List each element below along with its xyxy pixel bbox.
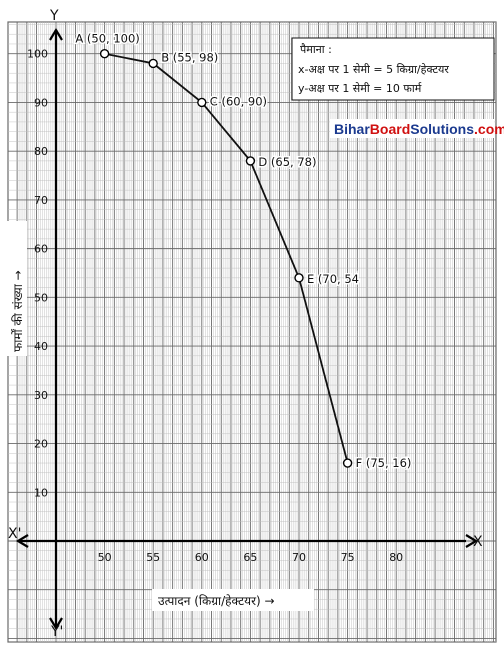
scale-line-y: y-अक्ष पर 1 सेमी = 10 फार्म xyxy=(298,82,422,95)
axes xyxy=(15,27,479,631)
point-label: B (55, 98) xyxy=(161,50,218,64)
x-tick-label: 80 xyxy=(389,551,403,564)
y-tick-label: 100 xyxy=(27,48,48,61)
y-axis-title: फार्मों की संख्या → xyxy=(7,221,27,356)
data-series xyxy=(104,52,349,464)
data-point xyxy=(294,273,304,283)
y-tick-label: 20 xyxy=(34,438,48,451)
tick-labels: 50 55 60 65 70 75 80 10 20 30 40 50 60 70 80 90 100 xyxy=(27,48,403,564)
x-prime-axis-arrow-icon xyxy=(15,534,29,548)
data-point xyxy=(148,58,158,69)
scale-title: पैमाना : xyxy=(300,43,332,56)
y-prime-axis-arrow-icon xyxy=(49,617,63,631)
x-tick-label: 70 xyxy=(292,551,306,564)
y-tick-label: 60 xyxy=(34,243,48,256)
x-tick-label: 50 xyxy=(98,551,112,564)
y-axis-arrow-icon xyxy=(49,27,63,41)
x-tick-label: 75 xyxy=(341,551,355,564)
x-axis-title: उत्पादन (किग्रा/हेक्टयर) → xyxy=(152,589,314,611)
point-label: D (65, 78) xyxy=(258,155,316,169)
y-tick-label: 50 xyxy=(34,291,48,304)
x-prime-axis-letter: X' xyxy=(8,526,21,542)
x-axis-letter: X xyxy=(473,534,483,550)
x-tick-label: 60 xyxy=(195,551,209,564)
y-axis-label: फार्मों की संख्या → xyxy=(11,270,25,352)
x-axis-label: उत्पादन (किग्रा/हेक्टयर) → xyxy=(158,594,275,608)
watermark-solutions: Solutions xyxy=(410,121,474,137)
svg-text:BiharBoardSolutions.com: BiharBoardSolutions.com xyxy=(334,121,504,137)
scale-box: पैमाना : x-अक्ष पर 1 सेमी = 5 किग्रा/हेक… xyxy=(291,37,495,101)
y-tick-label: 40 xyxy=(34,340,48,353)
x-tick-label: 55 xyxy=(146,551,160,564)
x-tick-label: 65 xyxy=(243,551,257,564)
data-point xyxy=(197,97,207,108)
y-tick-label: 80 xyxy=(34,145,48,158)
y-tick-label: 70 xyxy=(34,194,48,207)
watermark-com: .com xyxy=(474,121,504,137)
scale-line-x: x-अक्ष पर 1 सेमी = 5 किग्रा/हेक्टयर xyxy=(298,63,449,76)
data-point xyxy=(99,49,110,59)
data-point xyxy=(245,156,256,166)
data-point xyxy=(342,458,353,468)
y-tick-label: 30 xyxy=(34,389,48,402)
y-tick-label: 90 xyxy=(34,96,48,109)
watermark: BiharBoardSolutions.com xyxy=(330,119,504,138)
watermark-bihar: Bihar xyxy=(334,121,370,137)
series-line xyxy=(104,52,349,464)
y-prime-axis-letter: Y' xyxy=(50,624,63,640)
point-label: A (50, 100) xyxy=(75,32,139,46)
y-axis-letter: Y xyxy=(49,8,59,24)
y-tick-label: 10 xyxy=(34,486,48,499)
data-points: A (50, 100) B (55, 98) C (60, 90) D (65, 78… xyxy=(74,30,413,471)
point-label: E (70, 54 xyxy=(307,272,359,286)
point-label: F (75, 16) xyxy=(356,456,412,470)
x-axis-arrow-icon xyxy=(465,534,479,548)
watermark-board: Board xyxy=(370,121,410,137)
graph-paper-grid xyxy=(7,21,497,643)
axis-letters: X X' Y Y' xyxy=(8,8,483,640)
point-label: C (60, 90) xyxy=(210,94,267,108)
